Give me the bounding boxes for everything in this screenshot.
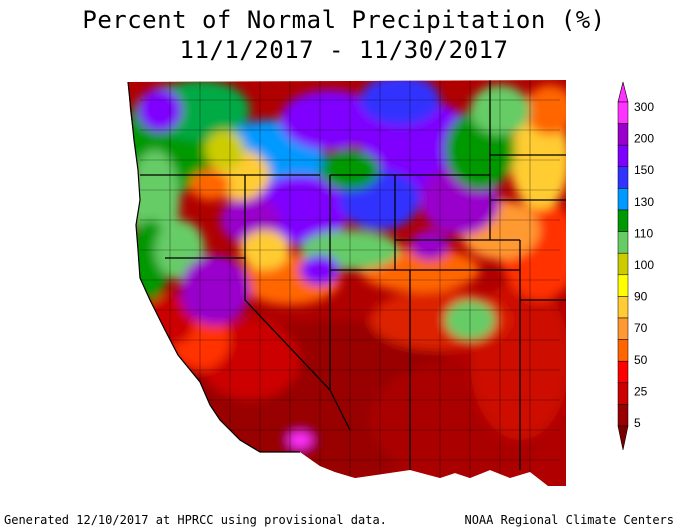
generation-note: Generated 12/10/2017 at HPRCC using prov… <box>4 513 387 527</box>
legend-label: 90 <box>634 290 648 304</box>
legend-bottom-arrow <box>617 425 629 451</box>
legend-color-swatch <box>617 231 629 254</box>
legend-color-swatch <box>617 166 629 189</box>
legend-color-swatch <box>617 382 629 405</box>
legend-label: 110 <box>634 226 653 240</box>
map-title: Percent of Normal Precipitation (%) <box>82 6 606 34</box>
legend-color-swatch <box>617 123 629 146</box>
legend-label: 300 <box>634 100 654 114</box>
legend-label: 100 <box>634 258 654 272</box>
legend-color-swatch <box>617 101 629 124</box>
map-date-range: 11/1/2017 - 11/30/2017 <box>179 36 509 64</box>
legend-color-swatch <box>617 144 629 168</box>
legend-label: 25 <box>634 384 648 398</box>
legend-label: 150 <box>634 163 654 177</box>
legend-color-swatch <box>617 252 629 276</box>
legend-label: 70 <box>634 321 648 335</box>
legend-label: 50 <box>634 353 648 367</box>
legend-color-swatch <box>617 317 629 340</box>
legend-color-swatch <box>617 339 629 362</box>
legend-color-swatch <box>617 296 629 319</box>
legend-color-swatch <box>617 404 629 427</box>
legend-label: 200 <box>634 132 654 146</box>
legend-color-swatch <box>617 188 629 211</box>
legend-color-swatch <box>617 360 629 384</box>
legend-top-arrow <box>617 81 629 103</box>
legend-color-swatch <box>617 209 629 232</box>
precip-field <box>128 80 566 486</box>
legend-color-swatch <box>617 274 629 297</box>
source-credit: NOAA Regional Climate Centers <box>464 513 674 527</box>
legend-label: 5 <box>634 416 641 430</box>
legend-label: 130 <box>634 195 654 209</box>
